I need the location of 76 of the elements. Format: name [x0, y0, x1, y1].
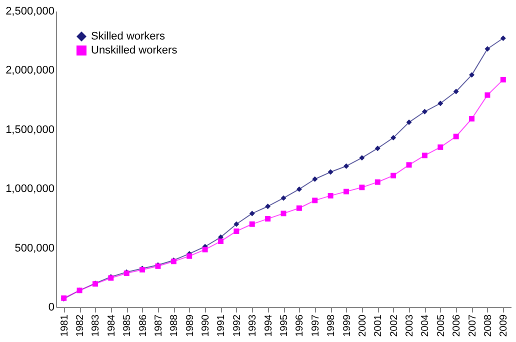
- point: [328, 192, 334, 198]
- y-tick-label: 0: [48, 302, 54, 314]
- x-tick-label: 1996: [294, 314, 306, 337]
- point: [265, 216, 271, 222]
- x-tick-label: 2009: [498, 314, 510, 337]
- x-tick-label: 2005: [436, 314, 447, 337]
- point: [469, 116, 475, 122]
- x-tick-label: 2000: [357, 314, 368, 337]
- x-tick-label: 2006: [452, 314, 463, 337]
- x-tick-label: 1994: [263, 314, 274, 337]
- point: [344, 188, 349, 194]
- point: [328, 169, 334, 175]
- y-tick-label: 2,500,000: [6, 6, 54, 18]
- point: [249, 210, 255, 216]
- y-tick-label: 2,000,000: [6, 64, 54, 77]
- x-tick-label: 2004: [420, 314, 432, 337]
- point: [359, 184, 365, 190]
- point: [186, 253, 192, 259]
- x-tick-label: 1981: [59, 314, 70, 337]
- x-tick-label: 2007: [467, 314, 478, 337]
- x-tick-label: 1987: [153, 314, 164, 337]
- point: [422, 152, 428, 158]
- point: [359, 155, 365, 161]
- x-tick-label: 1997: [310, 314, 322, 337]
- point: [469, 72, 475, 78]
- x-tick-label: 1986: [138, 314, 149, 337]
- point: [280, 195, 286, 201]
- point: [312, 198, 318, 204]
- x-tick-label: 1995: [279, 314, 290, 337]
- legend-label: Unskilled workers: [91, 44, 178, 56]
- point: [453, 88, 459, 94]
- x-tick-label: 1990: [200, 314, 212, 337]
- point: [453, 134, 459, 140]
- legend-label: Skilled workers: [91, 30, 166, 42]
- point: [422, 108, 428, 114]
- x-tick-label: 1992: [232, 314, 243, 337]
- point: [249, 221, 255, 227]
- x-tick-label: 1988: [169, 314, 180, 337]
- y-tick-label: 500,000: [14, 242, 54, 254]
- x-tick-label: 2001: [373, 314, 384, 337]
- point: [202, 246, 208, 252]
- x-tick-label: 1993: [248, 314, 259, 337]
- point: [265, 204, 271, 210]
- x-tick-label: 1991: [216, 314, 228, 337]
- point: [390, 172, 396, 178]
- point: [484, 92, 490, 98]
- point: [234, 221, 240, 227]
- y-tick-label: 1,500,000: [6, 124, 54, 136]
- point: [500, 35, 506, 41]
- x-tick-label: 2008: [482, 314, 494, 337]
- x-tick-label: 1998: [326, 314, 338, 337]
- point: [312, 176, 318, 182]
- x-tick-label: 1982: [75, 314, 86, 337]
- x-tick-label: 1983: [90, 314, 102, 337]
- x-tick-label: 1984: [106, 314, 118, 337]
- point: [406, 162, 412, 168]
- point: [438, 100, 444, 106]
- point: [280, 210, 286, 216]
- x-tick-label: 1999: [342, 314, 353, 337]
- point: [296, 186, 302, 192]
- y-tick-label: 1,000,000: [6, 183, 54, 196]
- point: [500, 76, 506, 82]
- point: [390, 134, 396, 140]
- point: [374, 179, 380, 185]
- point: [296, 205, 302, 211]
- x-tick-label: 1989: [184, 314, 196, 337]
- point: [218, 238, 224, 244]
- x-tick-label: 2002: [388, 314, 400, 337]
- point: [406, 120, 412, 126]
- point: [438, 144, 444, 150]
- point: [344, 163, 349, 169]
- x-tick-label: 2003: [404, 314, 416, 337]
- point: [484, 46, 490, 52]
- x-tick-label: 1985: [122, 314, 134, 337]
- point: [234, 228, 240, 234]
- point: [374, 146, 380, 152]
